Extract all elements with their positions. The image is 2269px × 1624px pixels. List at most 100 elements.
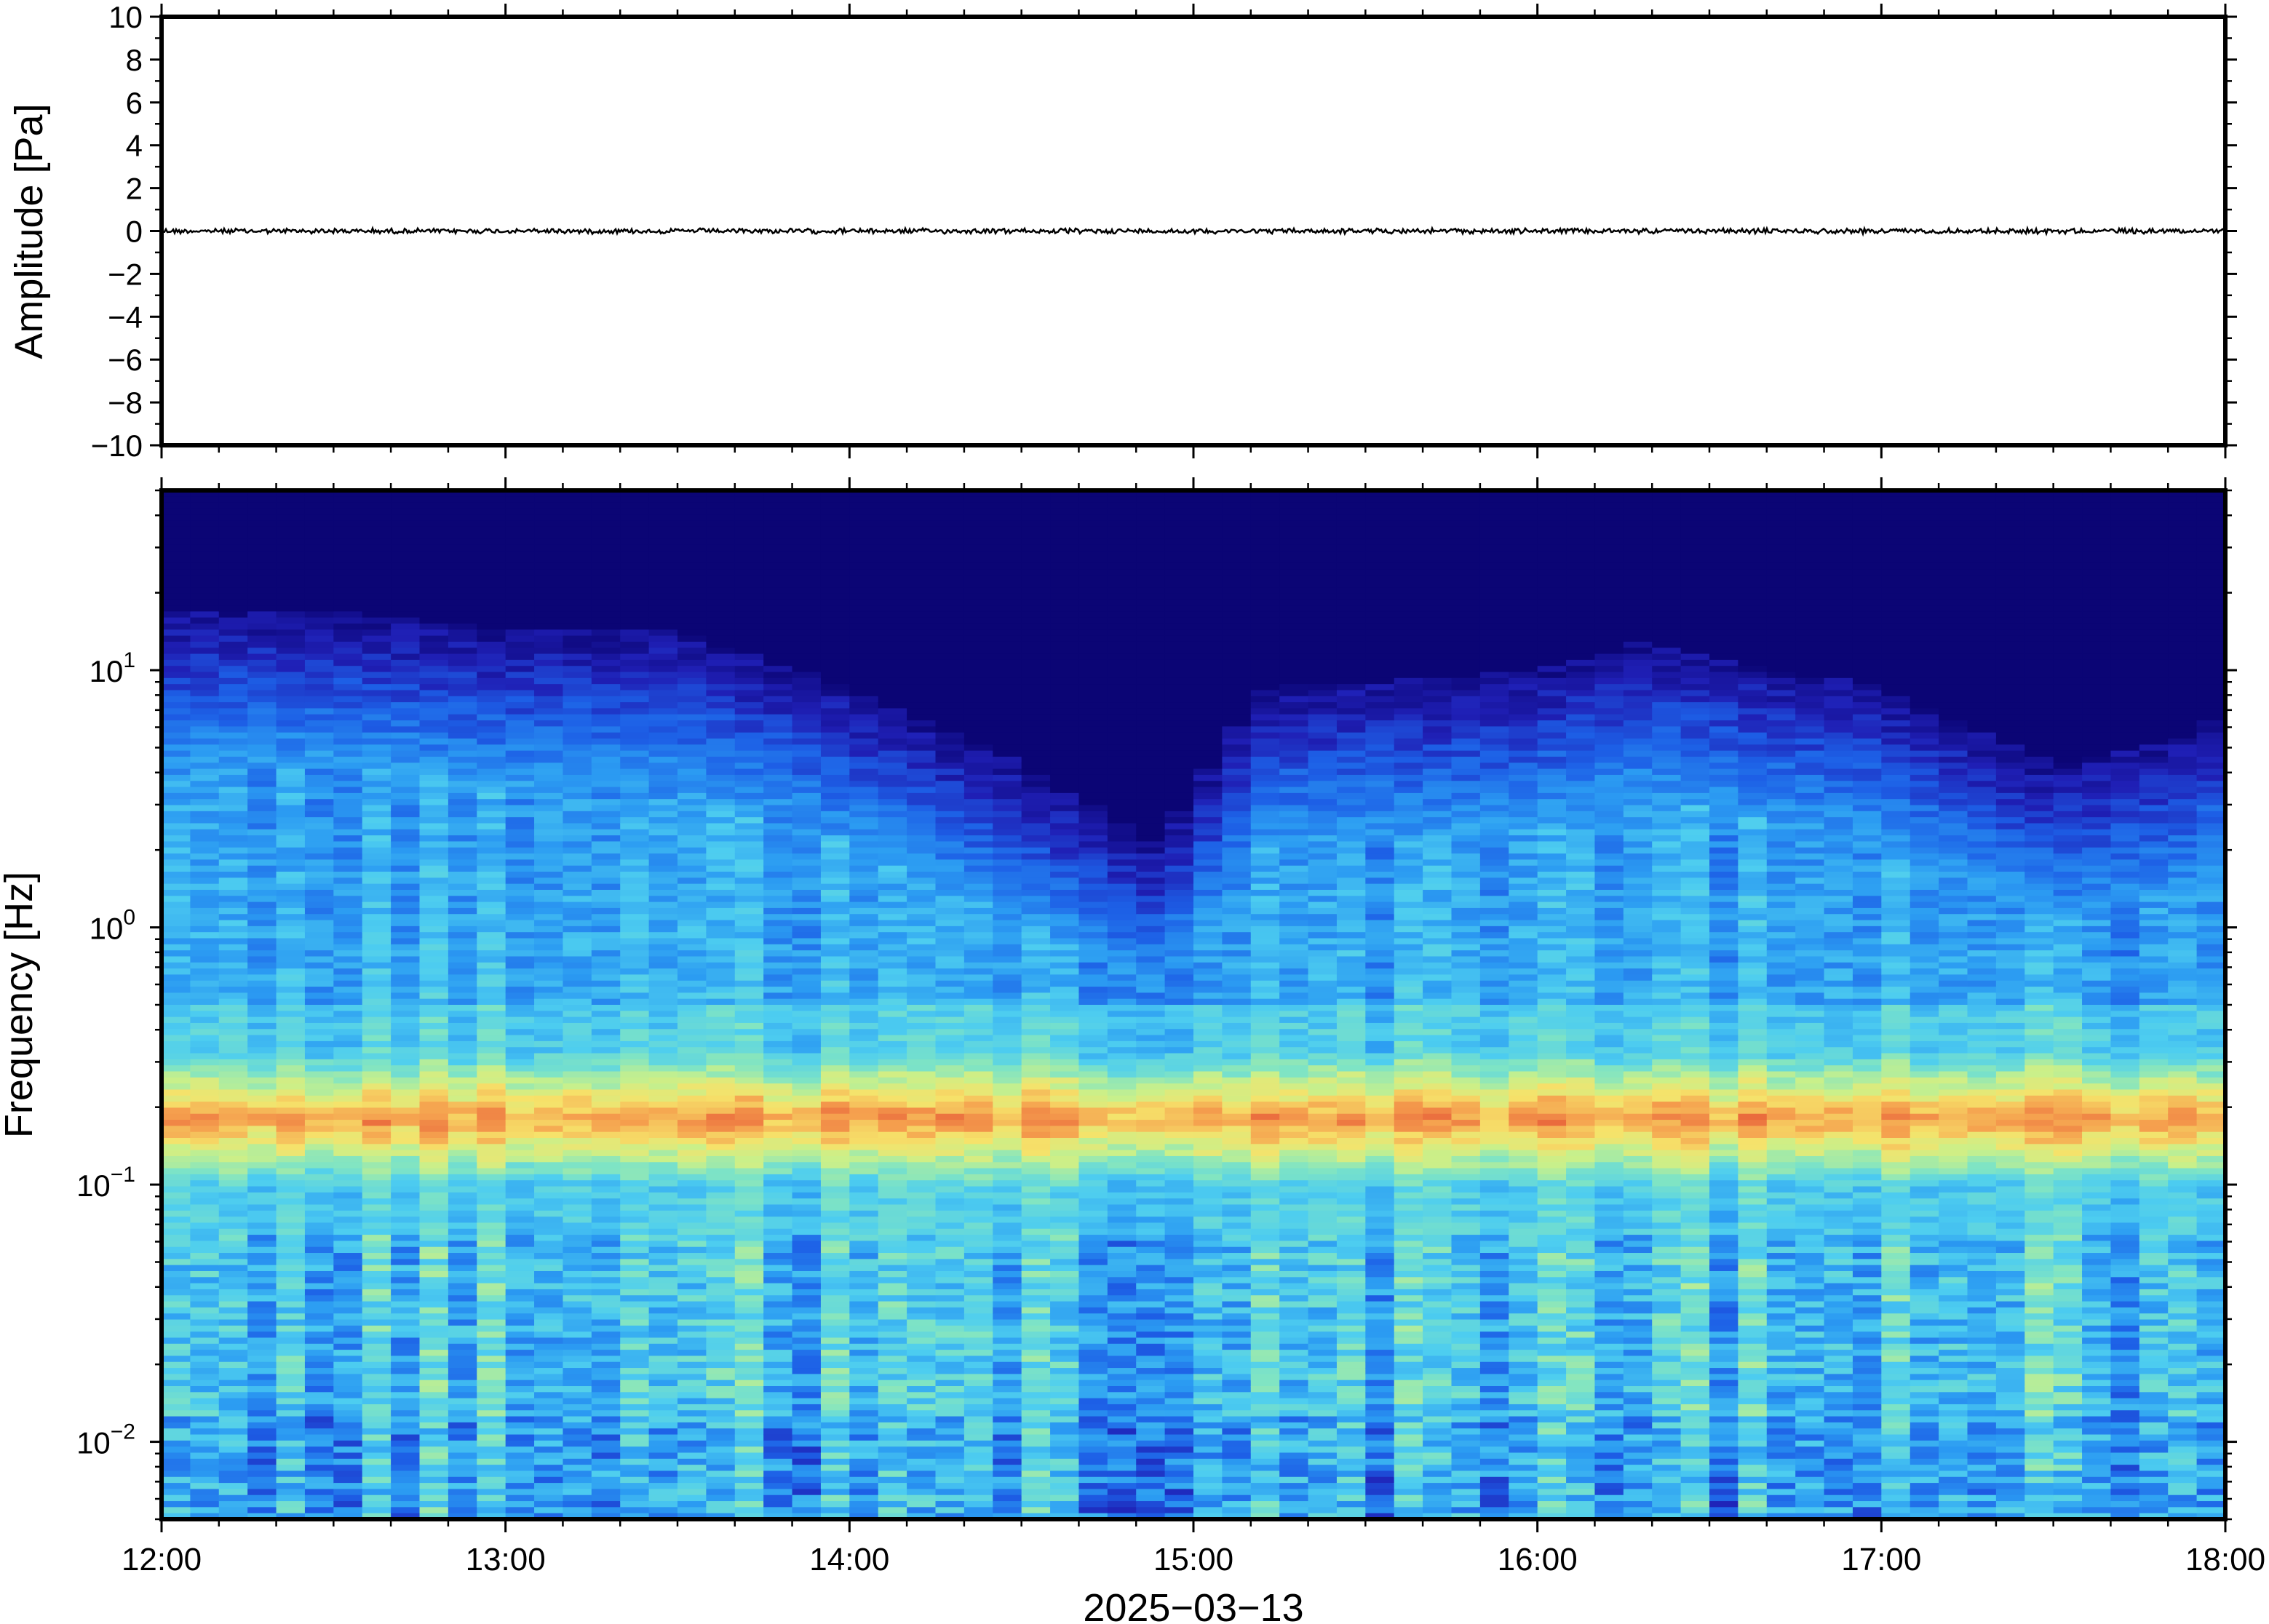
spectrogram-cell bbox=[648, 1059, 678, 1066]
spectrogram-cell bbox=[706, 920, 736, 927]
spectrogram-cell bbox=[333, 1374, 363, 1381]
spectrogram-cell bbox=[448, 1289, 478, 1297]
spectrogram-cell bbox=[247, 763, 277, 770]
spectrogram-cell bbox=[247, 792, 277, 800]
spectrogram-cell bbox=[648, 623, 678, 631]
spectrogram-cell bbox=[304, 1113, 335, 1121]
spectrogram-cell bbox=[820, 1047, 851, 1054]
spectrogram-cell bbox=[648, 641, 678, 649]
spectrogram-cell bbox=[706, 1452, 736, 1460]
spectrogram-cell bbox=[391, 1289, 421, 1297]
spectrogram-cell bbox=[706, 1313, 736, 1321]
spectrogram-cell bbox=[963, 739, 994, 746]
spectrogram-cell bbox=[391, 551, 421, 558]
spectrogram-cell bbox=[591, 1217, 621, 1224]
spectrogram-cell bbox=[190, 1235, 220, 1242]
spectrogram-cell bbox=[477, 1168, 506, 1175]
spectrogram-cell bbox=[820, 1295, 851, 1302]
spectrogram-cell bbox=[935, 611, 965, 618]
spectrogram-cell bbox=[505, 1319, 535, 1326]
spectrogram-cell bbox=[820, 726, 851, 733]
spectrogram-cell bbox=[362, 696, 392, 703]
spectrogram-cell bbox=[935, 714, 965, 721]
spectrogram-cell bbox=[963, 914, 994, 921]
spectrogram-cell bbox=[419, 865, 449, 872]
spectrogram-cell bbox=[820, 1186, 851, 1193]
spectrogram-cell bbox=[505, 1246, 535, 1254]
spectrogram-cell bbox=[190, 617, 220, 624]
spectrogram-cell bbox=[792, 1155, 822, 1163]
spectrogram-cell bbox=[706, 520, 736, 528]
spectrogram-cell bbox=[419, 1228, 449, 1235]
spectrogram-cell bbox=[792, 1440, 822, 1447]
spectrogram-cell bbox=[218, 605, 248, 613]
spectrogram-cell bbox=[304, 659, 335, 667]
spectrogram-cell bbox=[477, 1307, 506, 1314]
spectrogram-cell bbox=[391, 1168, 421, 1175]
spectrogram-cell bbox=[591, 872, 621, 879]
spectrogram-cell bbox=[820, 1022, 851, 1030]
spectrogram-cell bbox=[477, 1301, 506, 1308]
spectrogram-cell bbox=[820, 859, 851, 867]
spectrogram-cell bbox=[648, 1126, 678, 1133]
spectrogram-cell bbox=[620, 750, 650, 757]
spectrogram-cell bbox=[190, 629, 220, 637]
spectrogram-cell bbox=[878, 1410, 907, 1417]
spectrogram-cell bbox=[477, 1029, 506, 1036]
spectrogram-cell bbox=[419, 1332, 449, 1339]
spectrogram-cell bbox=[247, 1241, 277, 1248]
spectrogram-cell bbox=[849, 1065, 879, 1072]
spectrogram-cell bbox=[706, 787, 736, 794]
spectrogram-cell bbox=[878, 1416, 907, 1423]
spectrogram-cell bbox=[648, 533, 678, 540]
spectrogram-cell bbox=[247, 575, 277, 582]
spectrogram-cell bbox=[276, 1241, 306, 1248]
spectrogram-cell bbox=[706, 1022, 736, 1030]
spectrogram-cell bbox=[477, 847, 506, 854]
spectrogram-cell bbox=[276, 792, 306, 800]
spectrogram-cell bbox=[820, 648, 851, 655]
spectrogram-cell bbox=[706, 562, 736, 570]
spectrogram-cell bbox=[792, 992, 822, 1000]
spectrogram-cell bbox=[505, 1235, 535, 1242]
spectrogram-cell bbox=[820, 690, 851, 697]
spectrogram-cell bbox=[620, 617, 650, 624]
spectrogram-cell bbox=[620, 901, 650, 909]
spectrogram-cell bbox=[907, 490, 937, 498]
spectrogram-cell bbox=[333, 920, 363, 927]
spectrogram-cell bbox=[620, 907, 650, 915]
spectrogram-cell bbox=[218, 1410, 248, 1417]
spectrogram-cell bbox=[935, 1416, 965, 1423]
spectrogram-cell bbox=[820, 1155, 851, 1163]
spectrogram-cell bbox=[591, 551, 621, 558]
spectrogram-cell bbox=[247, 1270, 277, 1278]
spectrogram-cell bbox=[820, 1368, 851, 1375]
spectrogram-cell bbox=[792, 1422, 822, 1430]
spectrogram-cell bbox=[763, 763, 793, 770]
spectrogram-cell bbox=[448, 1192, 478, 1199]
spectrogram-cell bbox=[935, 853, 965, 861]
spectrogram-cell bbox=[333, 605, 363, 613]
spectrogram-cell bbox=[534, 1198, 564, 1206]
spectrogram-cell bbox=[304, 1489, 335, 1496]
spectrogram-cell bbox=[878, 726, 907, 733]
spectrogram-cell bbox=[304, 744, 335, 752]
spectrogram-cell bbox=[448, 1319, 478, 1326]
spectrogram-cell bbox=[534, 1253, 564, 1260]
spectrogram-cell bbox=[878, 1253, 907, 1260]
spectrogram-cell bbox=[935, 1186, 965, 1193]
spectrogram-cell bbox=[534, 1040, 564, 1048]
spectrogram-cell bbox=[190, 744, 220, 752]
spectrogram-cell bbox=[563, 1228, 592, 1235]
spectrogram-cell bbox=[362, 889, 392, 897]
spectrogram-cell bbox=[907, 1434, 937, 1441]
spectrogram-cell bbox=[505, 865, 535, 872]
spectrogram-cell bbox=[734, 1259, 764, 1266]
spectrogram-cell bbox=[734, 714, 764, 721]
spectrogram-cell bbox=[333, 865, 363, 872]
spectrogram-cell bbox=[734, 1374, 764, 1381]
spectrogram-cell bbox=[706, 1217, 736, 1224]
spectrogram-cell bbox=[218, 1162, 248, 1169]
spectrogram-cell bbox=[304, 768, 335, 776]
spectrogram-cell bbox=[391, 1270, 421, 1278]
